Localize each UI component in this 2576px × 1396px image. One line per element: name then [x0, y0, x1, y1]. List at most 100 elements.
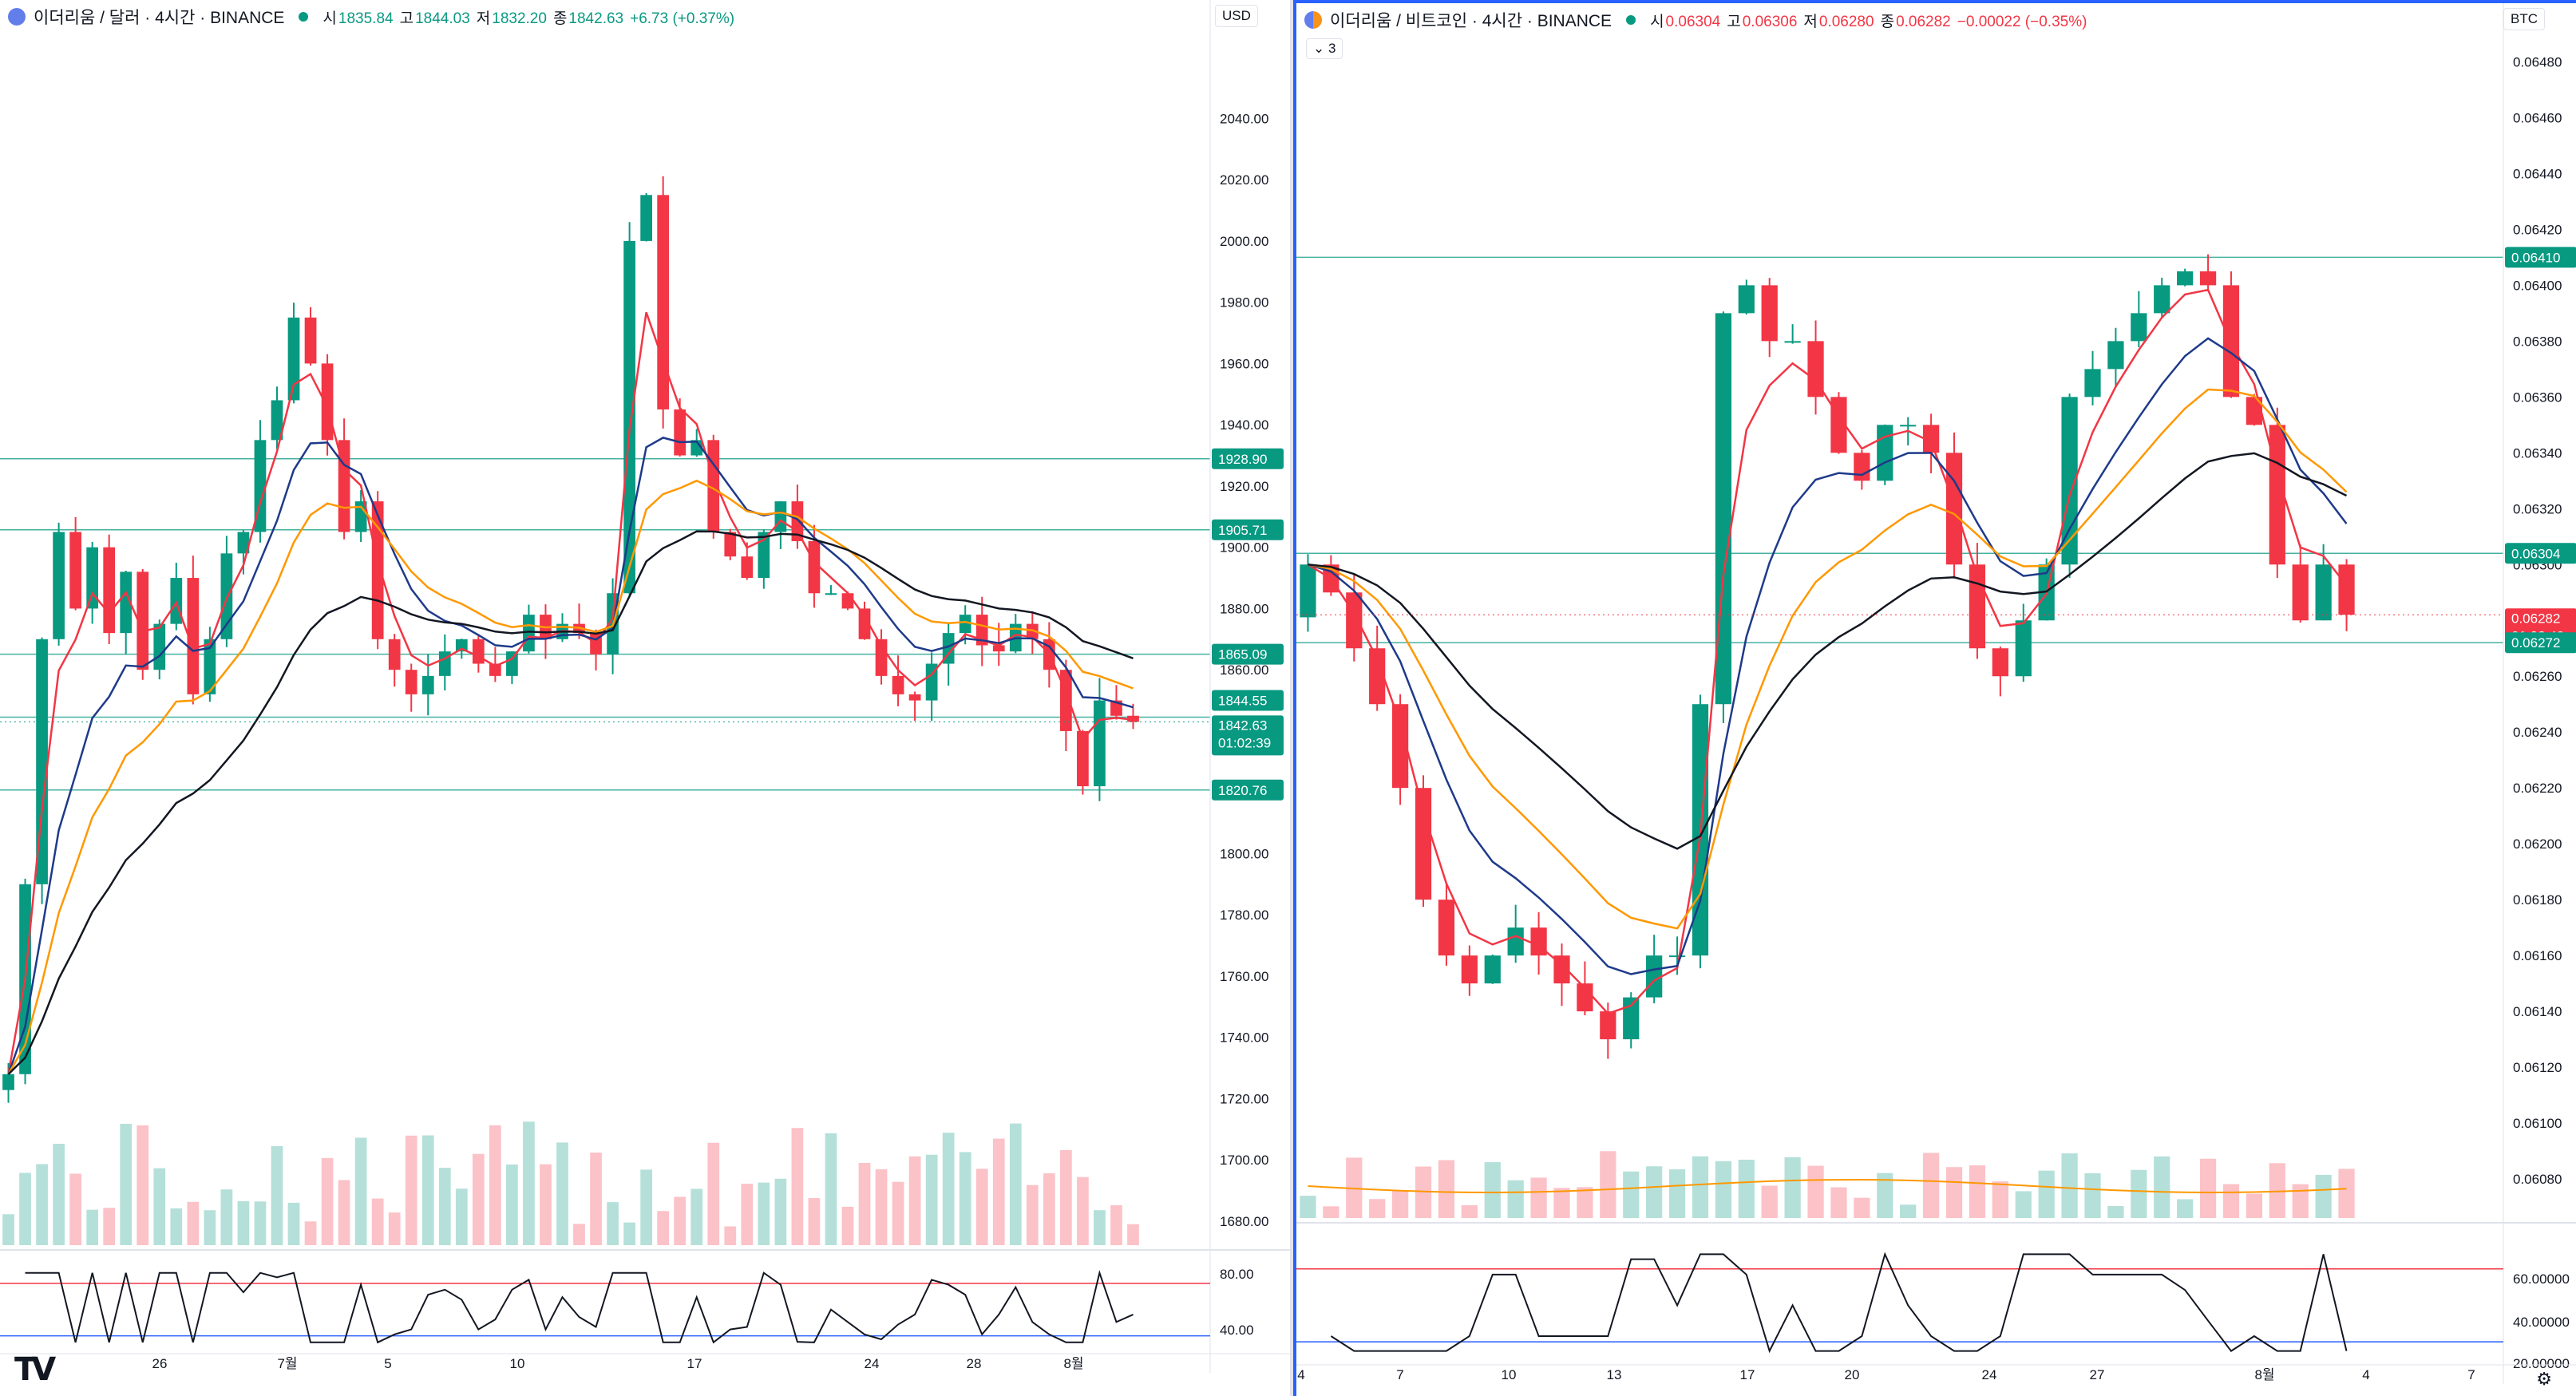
- y-axis-tick-label: 0.06180: [2513, 892, 2562, 908]
- level-price-badge: [1212, 779, 1284, 801]
- volume-bar: [2199, 1158, 2217, 1218]
- candle-body: [137, 571, 149, 670]
- volume-bar: [1623, 1171, 1640, 1218]
- volume-bar: [1922, 1153, 1940, 1218]
- volume-bar: [640, 1169, 652, 1245]
- currency-button[interactable]: USD: [1215, 5, 1258, 27]
- candle-body: [1415, 788, 1432, 900]
- volume-bar: [271, 1145, 283, 1245]
- y-axis-tick-label: 1960.00: [1220, 356, 1268, 371]
- volume-bar: [103, 1208, 116, 1245]
- y-axis-tick-label: 0.06380: [2513, 334, 2562, 349]
- currency-button[interactable]: BTC: [2503, 8, 2545, 30]
- candle-body: [1127, 715, 1139, 722]
- candle-body: [1854, 453, 1870, 481]
- candle-body: [1094, 700, 1106, 787]
- candle-body: [1369, 648, 1386, 705]
- volume-bar: [1945, 1167, 1963, 1218]
- x-axis-tick-label: 27: [2090, 1367, 2105, 1382]
- candle-body: [975, 615, 988, 646]
- candle-body: [523, 615, 535, 652]
- volume-bar: [1692, 1156, 1709, 1218]
- volume-bar: [540, 1164, 552, 1245]
- y-axis-tick-label: 1780.00: [1220, 908, 1268, 923]
- ohlc-item: 저 0.06280: [1803, 14, 1874, 30]
- candle-body: [120, 571, 133, 634]
- volume-bar: [1761, 1185, 1778, 1218]
- volume-bar: [506, 1164, 518, 1245]
- x-axis-tick-label: 7: [2467, 1367, 2475, 1382]
- ema-slow-line: [1308, 388, 2348, 930]
- candle-body: [908, 694, 921, 701]
- candle-body: [959, 615, 971, 634]
- tradingview-logo[interactable]: TV: [14, 1351, 56, 1388]
- eth-btc-title[interactable]: 이더리움 / 비트코인 · 4시간 · BINANCE: [1330, 12, 1612, 30]
- level-price-badge: [1212, 690, 1284, 711]
- candle-body: [321, 363, 334, 441]
- candle-body: [371, 501, 384, 639]
- candle-body: [2131, 313, 2147, 342]
- y-axis-tick-label: 0.06460: [2513, 110, 2562, 125]
- eth-usd-chart[interactable]: 2040.00 2020.00 2000.00 1980.00 1960.00 1940.…: [0, 0, 1290, 1396]
- candle-body: [1992, 648, 2008, 677]
- candle-body: [825, 593, 837, 595]
- candle-body: [204, 639, 216, 694]
- candle-body: [254, 440, 267, 532]
- eth-usd-title[interactable]: 이더리움 / 달러 · 4시간 · BINANCE: [34, 9, 285, 27]
- settings-gear-icon[interactable]: ⚙: [2536, 1369, 2552, 1389]
- eth-usd-ohlc: 시 1835.84 고 1844.03 저 1832.20 종 1842.63 +6.73 (+…: [322, 6, 741, 28]
- ethereum-bitcoin-icon: [1304, 11, 1322, 29]
- candle-body: [287, 317, 300, 401]
- candle-body: [925, 663, 938, 701]
- eth-usd-panel[interactable]: 2040.00 2020.00 2000.00 1980.00 1960.00 1940.…: [0, 0, 1293, 1396]
- x-axis-tick-label: 28: [967, 1356, 982, 1371]
- candle-body: [640, 195, 652, 241]
- ohlc-label: 고: [399, 10, 414, 27]
- bar-countdown: 01:02:39: [1218, 735, 1271, 750]
- ethereum-icon: [8, 8, 26, 26]
- candle-body: [1715, 313, 1732, 705]
- volume-bar: [925, 1154, 938, 1245]
- candle-body: [1346, 592, 1363, 649]
- volume-bar: [237, 1200, 250, 1245]
- ema-long-line: [1308, 452, 2348, 850]
- volume-bar: [1600, 1151, 1616, 1218]
- volume-bar: [1530, 1177, 1547, 1218]
- volume-bar: [455, 1188, 468, 1245]
- volume-bar: [808, 1198, 821, 1245]
- y-axis-tick-label: 1920.00: [1220, 479, 1268, 494]
- y-axis-tick-label: 0.06260: [2513, 669, 2562, 684]
- candle-body: [2199, 271, 2217, 286]
- ohlc-value: 1832.20: [492, 10, 547, 27]
- chevron-down-icon: ⌄: [1313, 41, 1325, 56]
- volume-bar: [137, 1125, 149, 1245]
- candle-body: [1484, 955, 1501, 984]
- ohlc-value: +6.73 (+0.37%): [630, 10, 735, 27]
- panel-divider[interactable]: [1290, 0, 1293, 1396]
- y-axis-tick-label: 0.06140: [2513, 1004, 2562, 1019]
- ohlc-item: 시 1835.84: [322, 10, 393, 27]
- ohlc-value: 0.06282: [1896, 13, 1951, 30]
- volume-bar: [472, 1153, 485, 1245]
- candle-body: [2015, 620, 2032, 677]
- ema-fast-line: [7, 311, 1134, 1075]
- indicators-toggle[interactable]: ⌄ 3: [1306, 38, 1343, 59]
- volume-bar: [1391, 1190, 1409, 1218]
- eth-btc-panel[interactable]: 0.06480 0.06460 0.06440 0.06420 0.06400 0.063…: [1293, 0, 2576, 1396]
- volume-bar: [1323, 1206, 1339, 1218]
- candle-body: [758, 532, 770, 579]
- y-axis-tick-label: 0.06340: [2513, 445, 2562, 461]
- volume-bar: [623, 1222, 635, 1245]
- volume-bar: [1369, 1199, 1386, 1218]
- candle-body: [1391, 704, 1409, 789]
- level-price-label: 1820.76: [1218, 783, 1267, 798]
- volume-bar: [1461, 1205, 1478, 1218]
- volume-ma-line: [1308, 1178, 2347, 1194]
- candle-body: [405, 670, 417, 694]
- volume-bar: [1646, 1166, 1663, 1218]
- eth-btc-chart[interactable]: 0.06480 0.06460 0.06440 0.06420 0.06400 0.063…: [1296, 3, 2576, 1396]
- candle-body: [170, 578, 183, 624]
- volume-bar: [86, 1209, 99, 1245]
- volume-bar: [69, 1173, 81, 1245]
- volume-bar: [1043, 1173, 1055, 1245]
